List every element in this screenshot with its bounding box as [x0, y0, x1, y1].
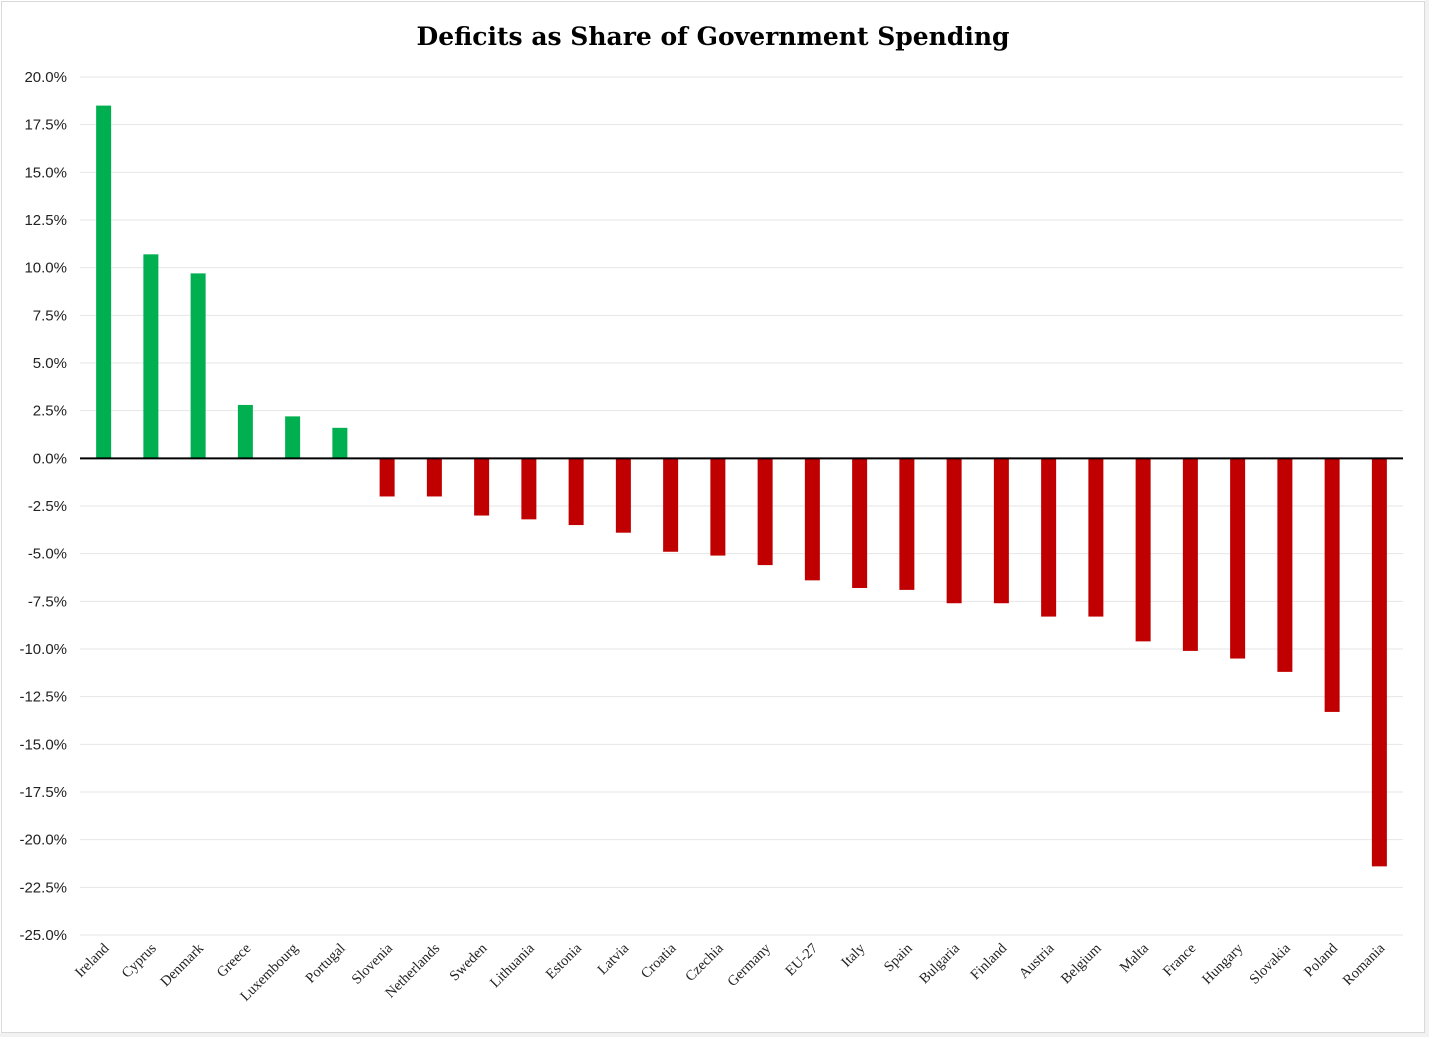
y-tick-label: -15.0% — [19, 736, 67, 753]
x-tick-label: Cyprus — [119, 940, 160, 981]
bar-finland — [993, 458, 1009, 604]
x-tick-label: Belgium — [1058, 940, 1105, 987]
x-tick-label: Hungary — [1199, 940, 1247, 988]
bars — [96, 105, 1387, 867]
x-tick-label: Malta — [1117, 940, 1153, 976]
gridlines — [80, 76, 1403, 936]
y-tick-label: 15.0% — [24, 164, 67, 181]
x-tick-label: Portugal — [303, 941, 349, 987]
y-tick-label: -10.0% — [19, 641, 67, 658]
y-tick-label: -12.5% — [19, 689, 67, 706]
bar-france — [1182, 458, 1198, 651]
bottom-margin — [0, 1033, 1429, 1037]
bar-latvia — [615, 458, 631, 533]
bar-czechia — [710, 458, 726, 556]
y-tick-label: 20.0% — [24, 69, 67, 86]
bar-spain — [899, 458, 915, 590]
x-tick-label: Bulgaria — [916, 940, 963, 987]
x-tick-label: Greece — [214, 941, 254, 981]
right-margin — [1425, 0, 1429, 1037]
bar-portugal — [332, 427, 348, 459]
x-tick-label: Germany — [724, 940, 774, 990]
bar-netherlands — [426, 458, 442, 497]
y-tick-label: -7.5% — [28, 593, 67, 610]
x-tick-label: Sweden — [447, 940, 491, 984]
y-tick-label: -2.5% — [28, 498, 67, 515]
bar-slovakia — [1277, 458, 1293, 672]
x-tick-label: Slovenia — [349, 940, 397, 988]
bar-greece — [237, 404, 253, 459]
x-tick-label: Italy — [838, 940, 869, 971]
y-tick-label: 0.0% — [33, 450, 67, 467]
y-tick-label: 2.5% — [33, 403, 67, 420]
x-tick-label: EU-27 — [783, 941, 822, 980]
bar-cyprus — [143, 254, 159, 459]
bar-denmark — [190, 273, 206, 459]
x-tick-label: Croatia — [638, 940, 680, 982]
y-tick-label: 17.5% — [24, 117, 67, 134]
bar-sweden — [474, 458, 490, 516]
y-tick-label: -5.0% — [28, 546, 67, 563]
x-tick-label: France — [1160, 941, 1199, 980]
chart-title: Deficits as Share of Government Spending — [417, 22, 1010, 51]
bar-hungary — [1230, 458, 1246, 659]
y-tick-label: 10.0% — [24, 260, 67, 277]
bar-bulgaria — [946, 458, 962, 604]
x-tick-label: Czechia — [682, 940, 727, 985]
y-tick-label: -17.5% — [19, 784, 67, 801]
x-tick-label: Estonia — [543, 940, 585, 982]
y-tick-label: 12.5% — [24, 212, 67, 229]
bar-poland — [1324, 458, 1340, 712]
bar-romania — [1371, 458, 1387, 867]
bar-estonia — [568, 458, 584, 526]
bar-eu-27 — [804, 458, 820, 581]
y-tick-label: -25.0% — [19, 927, 67, 944]
x-tick-label: Finland — [968, 940, 1011, 983]
x-tick-label: Latvia — [595, 940, 633, 978]
x-tick-label: Lithuania — [487, 940, 538, 991]
bar-luxembourg — [285, 416, 301, 459]
bar-austria — [1041, 458, 1057, 617]
x-tick-label: Romania — [1340, 940, 1389, 989]
y-tick-label: -20.0% — [19, 832, 67, 849]
x-tick-label: Austria — [1016, 940, 1058, 982]
y-tick-label: 7.5% — [33, 307, 67, 324]
y-tick-label: -22.5% — [19, 879, 67, 896]
bar-germany — [757, 458, 773, 566]
x-tick-label: Denmark — [157, 940, 207, 990]
bar-italy — [852, 458, 868, 588]
bar-slovenia — [379, 458, 395, 497]
bar-croatia — [663, 458, 679, 552]
x-tick-label: Slovakia — [1247, 940, 1295, 988]
bar-lithuania — [521, 458, 537, 520]
x-tick-label: Spain — [881, 940, 916, 975]
y-axis-ticks: 20.0% 17.5% 15.0% 12.5% 10.0% 7.5% 5.0% 2.5% 0.0… — [19, 69, 67, 944]
bar-ireland — [96, 105, 112, 459]
x-tick-label: Ireland — [72, 940, 113, 981]
bar-belgium — [1088, 458, 1104, 617]
x-tick-label: Poland — [1301, 940, 1341, 980]
bar-malta — [1135, 458, 1151, 642]
y-tick-label: 5.0% — [33, 355, 67, 372]
